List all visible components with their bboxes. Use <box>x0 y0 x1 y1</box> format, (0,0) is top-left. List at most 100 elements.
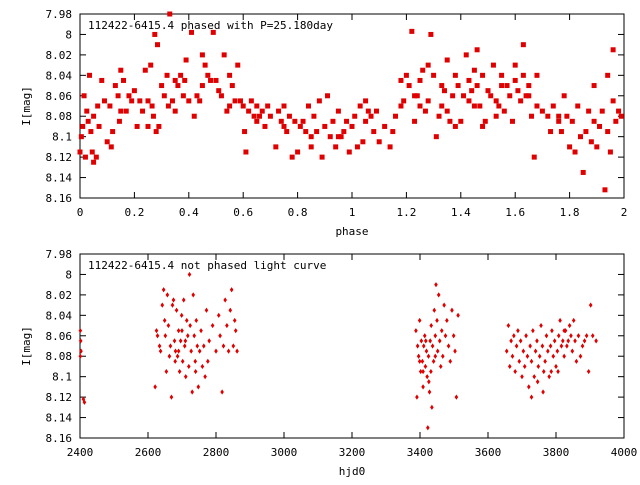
phased-data-point <box>134 123 140 129</box>
unphased-data-point <box>573 338 577 344</box>
unphased-y-tick-label: 8.06 <box>46 330 73 343</box>
unphased-data-point <box>195 343 200 349</box>
phased-data-point <box>80 123 86 129</box>
phased-y-tick-label: 8.02 <box>46 49 73 62</box>
phased-data-point <box>425 98 431 104</box>
phased-data-point <box>466 98 472 104</box>
phased-data-point <box>327 134 333 140</box>
unphased-data-point <box>437 338 442 344</box>
phased-data-point <box>153 129 159 135</box>
unphased-data-point <box>426 425 430 431</box>
unphased-data-point <box>513 368 517 375</box>
phased-data-point <box>140 108 146 114</box>
phased-data-point <box>194 93 200 99</box>
unphased-data-point <box>525 353 530 359</box>
unphased-data-point <box>443 333 448 339</box>
phased-data-point <box>292 118 298 124</box>
unphased-data-point <box>533 348 538 354</box>
phased-data-point <box>561 93 567 99</box>
unphased-data-point <box>432 307 437 313</box>
phased-data-point <box>164 72 170 78</box>
unphased-data-point <box>529 394 534 400</box>
phased-data-point <box>444 108 450 114</box>
phased-data-point <box>488 93 494 99</box>
phased-data-point <box>490 62 496 68</box>
unphased-data-point <box>535 379 540 385</box>
phased-data-point <box>499 72 505 78</box>
unphased-data-point <box>201 343 206 349</box>
unphased-data-point <box>524 333 528 339</box>
phased-data-point <box>232 98 238 104</box>
phased-data-point <box>512 77 518 83</box>
unphased-y-tick-label: 8.14 <box>46 412 73 425</box>
phased-data-point <box>610 47 616 53</box>
unphased-data-point <box>418 368 423 375</box>
unphased-x-tick-label: 3800 <box>543 446 570 459</box>
phased-data-point <box>591 83 597 89</box>
unphased-x-tick-label: 2400 <box>67 446 94 459</box>
phased-data-point <box>246 108 252 114</box>
unphased-x-tick-label: 4000 <box>611 446 638 459</box>
unphased-data-point <box>514 343 519 349</box>
unphased-data-point <box>561 338 565 344</box>
phased-data-point <box>322 123 328 129</box>
unphased-data-point <box>183 338 188 344</box>
unphased-y-tick-label: 8.02 <box>46 289 73 302</box>
unphased-x-tick-label: 3400 <box>407 446 434 459</box>
phased-data-point <box>303 129 309 135</box>
unphased-data-point <box>181 297 186 303</box>
phased-data-point <box>112 83 118 89</box>
phased-data-point <box>401 98 407 104</box>
phased-x-axis-label: phase <box>335 225 368 238</box>
phased-data-point <box>199 52 205 58</box>
phased-y-tick-label: 8.06 <box>46 90 73 103</box>
phased-data-point <box>167 11 173 17</box>
phased-data-point <box>556 118 562 124</box>
unphased-data-point <box>547 374 551 380</box>
phased-x-tick-label: 1.8 <box>560 206 580 219</box>
unphased-data-point <box>448 358 453 364</box>
unphased-data-point <box>433 353 438 359</box>
phased-data-point <box>281 123 287 129</box>
unphased-data-point <box>154 328 159 334</box>
unphased-data-point <box>78 328 83 334</box>
phased-data-point <box>235 62 241 68</box>
phased-data-point <box>297 123 303 129</box>
phased-data-point <box>610 98 616 104</box>
phased-data-point <box>254 103 260 109</box>
unphased-data-point <box>420 358 425 364</box>
unphased-data-point <box>445 317 449 324</box>
phased-data-point <box>85 118 91 124</box>
unphased-x-tick-label: 2800 <box>203 446 230 459</box>
phased-data-point <box>509 118 515 124</box>
unphased-data-point <box>228 307 233 313</box>
phased-data-point <box>116 118 122 124</box>
phased-data-point <box>316 98 322 104</box>
phased-data-point <box>482 118 488 124</box>
unphased-data-point <box>512 333 516 339</box>
unphased-data-point <box>578 353 583 359</box>
unphased-data-point <box>417 317 422 324</box>
phased-y-tick-label: 8.12 <box>46 151 73 164</box>
phased-data-point <box>493 98 499 104</box>
phased-x-tick-label: 2 <box>621 206 628 219</box>
unphased-data-point <box>574 358 579 364</box>
unphased-data-point <box>431 358 436 364</box>
unphased-data-point <box>451 333 456 339</box>
unphased-data-point <box>548 343 553 349</box>
unphased-data-point <box>207 338 211 344</box>
unphased-data-point <box>199 328 203 334</box>
unphased-data-point <box>192 333 197 339</box>
unphased-data-point <box>540 343 545 349</box>
phased-data-point <box>338 134 344 140</box>
phased-data-point <box>344 118 350 124</box>
phased-data-point <box>262 123 268 129</box>
phased-data-point <box>248 98 254 104</box>
phased-data-point <box>474 83 480 89</box>
unphased-data-point <box>164 368 169 375</box>
phased-data-point <box>314 129 320 135</box>
unphased-data-point <box>171 297 176 303</box>
phased-data-point <box>137 98 143 104</box>
phased-data-point <box>335 108 341 114</box>
